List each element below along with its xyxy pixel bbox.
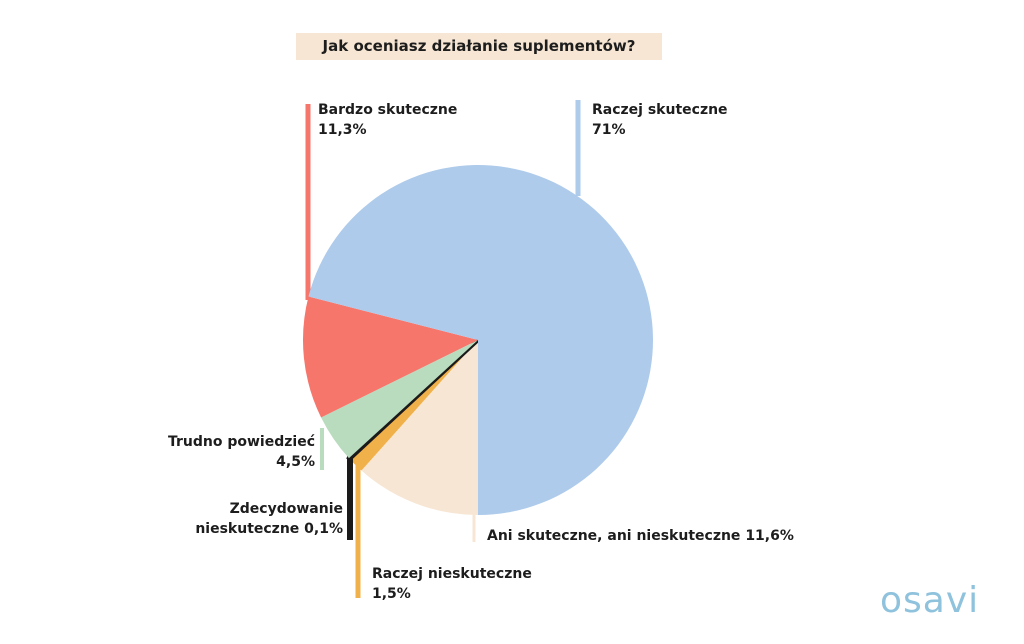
category-label: Raczej skuteczne — [592, 102, 728, 118]
slice-label: Raczej skuteczne 71% — [592, 100, 792, 140]
logo: osavi — [880, 580, 980, 621]
value-label: 1,5% — [372, 586, 411, 602]
value-label: 11,6% — [745, 528, 794, 544]
slice-label: Zdecydowanie nieskuteczne 0,1% — [183, 499, 343, 539]
value-label: 4,5% — [276, 454, 315, 470]
category-label: Ani skuteczne, ani nieskuteczne — [487, 528, 741, 544]
chart-title: Jak oceniasz działanie suplementów? — [296, 33, 662, 60]
pie-slice — [308, 164, 653, 515]
pie-slice — [321, 340, 478, 459]
pie-slice — [303, 296, 478, 418]
slice-label: Trudno powiedzieć 4,5% — [150, 432, 315, 472]
pie-slice — [349, 340, 478, 471]
slice-label: Raczej nieskuteczne 1,5% — [372, 564, 572, 604]
category-label: Bardzo skuteczne — [318, 102, 458, 118]
slice-label: Ani skuteczne, ani nieskuteczne 11,6% — [487, 526, 817, 546]
value-label: 11,3% — [318, 122, 367, 138]
slice-label: Bardzo skuteczne 11,3% — [318, 100, 518, 140]
category-label: Raczej nieskuteczne — [372, 566, 532, 582]
value-label: 71% — [592, 122, 626, 138]
category-label: Trudno powiedzieć — [168, 434, 315, 450]
value-label: 0,1% — [304, 521, 343, 537]
pie-slice — [361, 340, 478, 515]
category-label: Zdecydowanie nieskuteczne — [195, 501, 343, 537]
